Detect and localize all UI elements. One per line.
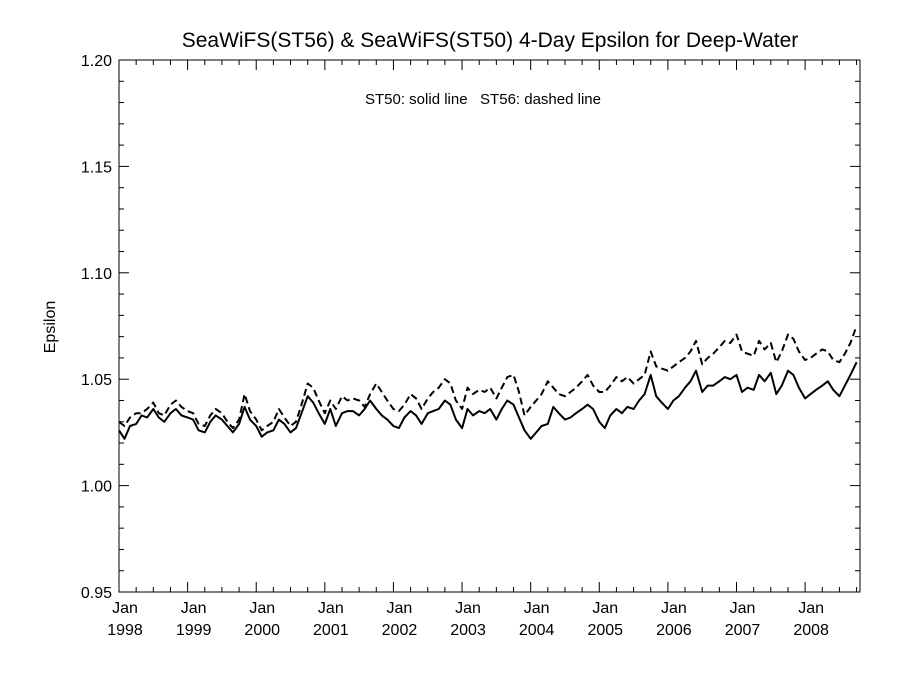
x-tick-label-month: Jan — [730, 600, 756, 617]
x-tick-label-month: Jan — [181, 600, 207, 617]
series-legend-annotation: ST50: solid line ST56: dashed line — [365, 91, 601, 108]
x-tick-label-year: 2005 — [587, 622, 623, 639]
x-tick-label-month: Jan — [249, 600, 275, 617]
series-line-st56 — [118, 325, 858, 432]
x-tick-label-year: 2006 — [656, 622, 692, 639]
x-tick-label-year: 2003 — [450, 622, 486, 639]
x-tick-label-month: Jan — [524, 600, 550, 617]
x-tick-label-year: 1999 — [176, 622, 212, 639]
series-line-st50 — [118, 361, 858, 440]
y-tick-label: 1.05 — [81, 372, 112, 389]
y-axis-label: Epsilon — [42, 301, 59, 353]
x-tick-label-year: 2008 — [793, 622, 829, 639]
y-tick-label: 0.95 — [81, 585, 112, 602]
y-axis: 0.95 1.00 1.05 1.10 1.15 1.20 — [81, 53, 860, 602]
series-layer — [118, 325, 858, 440]
y-tick-label: 1.00 — [81, 479, 112, 496]
y-tick-label: 1.15 — [81, 159, 112, 176]
x-tick-label-year: 2000 — [244, 622, 280, 639]
x-tick-label-year: 2004 — [519, 622, 555, 639]
chart-title: SeaWiFS(ST56) & SeaWiFS(ST50) 4-Day Epsi… — [182, 29, 799, 52]
x-tick-label-month: Jan — [455, 600, 481, 617]
x-tick-label-month: Jan — [592, 600, 618, 617]
plot-frame — [118, 59, 861, 593]
x-tick-label-year: 1998 — [107, 622, 143, 639]
x-tick-label-year: 2007 — [725, 622, 761, 639]
x-tick-label-month: Jan — [661, 600, 687, 617]
x-tick-label-month: Jan — [112, 600, 138, 617]
x-axis: Jan 1998 Jan 1999 Jan 2000 Jan 2001 Jan 2002 Jan 20… — [107, 60, 858, 639]
x-tick-label-month: Jan — [318, 600, 344, 617]
x-tick-label-month: Jan — [387, 600, 413, 617]
x-tick-label-year: 2002 — [382, 622, 418, 639]
y-tick-label: 1.10 — [81, 266, 112, 283]
x-tick-label-month: Jan — [798, 600, 824, 617]
x-tick-label-year: 2001 — [313, 622, 349, 639]
y-tick-label: 1.20 — [81, 53, 112, 70]
